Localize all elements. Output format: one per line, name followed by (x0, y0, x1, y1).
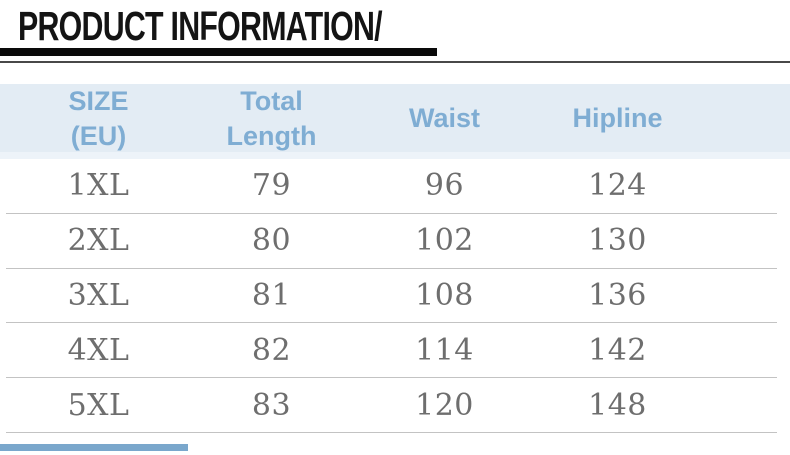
bottom-accent-bar (0, 444, 188, 451)
column-header-size-eu: SIZE (EU) (68, 86, 129, 151)
cell-total-length: 82 (251, 332, 292, 368)
cell-total-length: 80 (251, 223, 292, 259)
cell-total-length: 81 (251, 277, 292, 313)
table-row: 4XL 82 114 142 (6, 323, 777, 379)
cell-hipline: 148 (588, 387, 647, 423)
cell-size: 3XL (67, 277, 130, 313)
column-header-hipline: Hipline (572, 103, 663, 134)
cell-waist: 102 (415, 223, 474, 259)
table-row: 3XL 81 108 136 (6, 269, 777, 324)
table-header-row: SIZE (EU) Total Length Waist Hipline (0, 84, 790, 159)
cell-total-length: 79 (251, 168, 292, 204)
cell-waist: 114 (415, 332, 474, 368)
table-row: 5XL 83 120 148 (6, 378, 777, 433)
cell-size: 4XL (67, 332, 130, 368)
title-underline-bar (0, 48, 437, 56)
table-row: 1XL 79 96 124 (6, 159, 777, 214)
header-divider-line (0, 61, 790, 63)
size-chart-table: SIZE (EU) Total Length Waist Hipline 1XL… (0, 84, 790, 433)
cell-total-length: 83 (251, 387, 292, 423)
cell-waist: 96 (424, 168, 465, 204)
column-header-total-length: Total Length (226, 86, 317, 151)
cell-size: 5XL (67, 387, 130, 423)
page-title: PRODUCT INFORMATION/ (18, 3, 383, 49)
cell-hipline: 142 (588, 332, 647, 368)
table-body: 1XL 79 96 124 2XL 80 102 130 3XL 81 (6, 159, 777, 433)
cell-waist: 108 (415, 277, 474, 313)
cell-size: 1XL (67, 168, 130, 204)
cell-hipline: 136 (588, 277, 647, 313)
table-row: 2XL 80 102 130 (6, 214, 777, 269)
cell-size: 2XL (67, 223, 130, 259)
cell-hipline: 130 (588, 223, 647, 259)
cell-hipline: 124 (588, 168, 647, 204)
column-header-waist: Waist (408, 103, 480, 134)
cell-waist: 120 (415, 387, 474, 423)
